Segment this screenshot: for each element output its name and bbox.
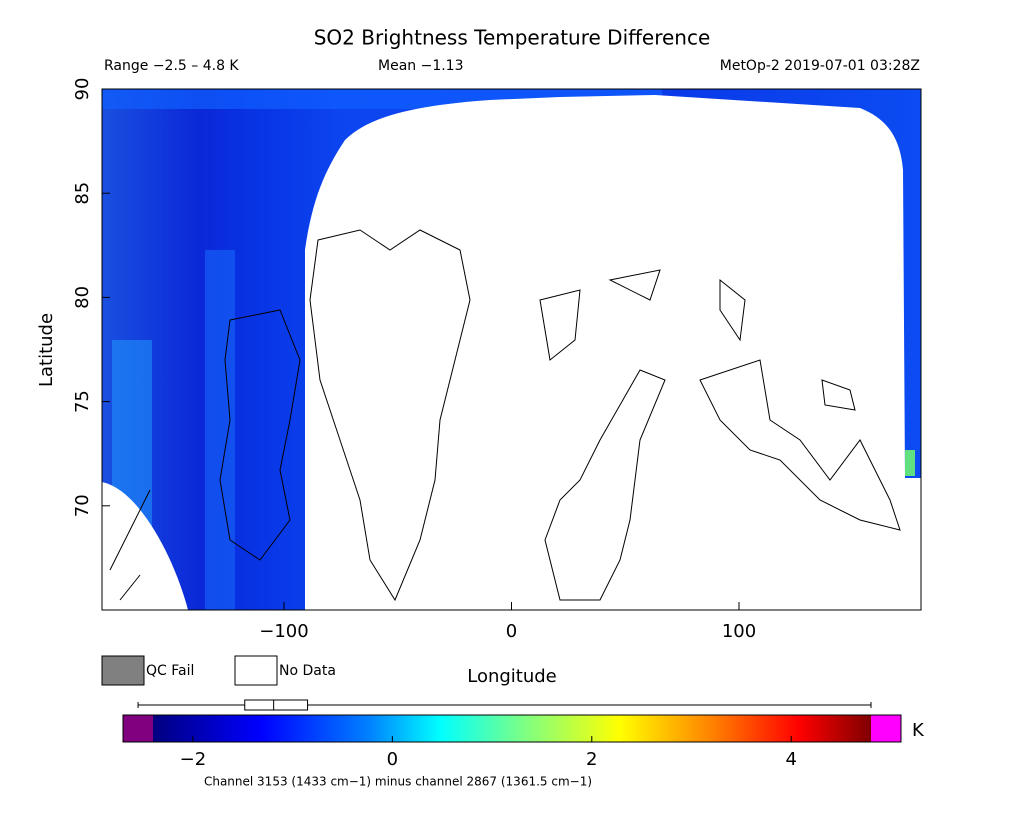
- over-range-swatch: [871, 715, 901, 742]
- x-axis-label: Longitude: [467, 666, 557, 687]
- title: SO2 Brightness Temperature Difference: [314, 26, 711, 50]
- x-tick-label: −100: [259, 621, 308, 642]
- under-range-swatch: [123, 715, 153, 742]
- qc-fail-swatch: [101, 655, 145, 686]
- qc-fail-label: QC Fail: [146, 663, 194, 679]
- no-data-region: [102, 482, 188, 610]
- mean-label: Mean −1.13: [378, 58, 464, 74]
- y-tick-label: 90: [72, 78, 93, 101]
- colorbar-tick-label: 0: [387, 749, 398, 770]
- range-label: Range −2.5 – 4.8 K: [104, 58, 239, 74]
- no-data-label: No Data: [279, 663, 336, 679]
- colorbar-tick-label: 2: [586, 749, 597, 770]
- x-tick-label: 100: [722, 621, 756, 642]
- no-data-swatch: [234, 655, 278, 686]
- y-axis-label: Latitude: [36, 313, 57, 387]
- colorbar-caption: Channel 3153 (1433 cm−1) minus channel 2…: [204, 775, 592, 789]
- map: [102, 89, 921, 610]
- y-tick-label: 70: [72, 494, 93, 517]
- x-tick-label: 0: [506, 621, 517, 642]
- colorbar-tick-label: −2: [180, 749, 207, 770]
- no-data-region: [305, 95, 921, 610]
- coastline: [109, 229, 901, 602]
- colorbar: [153, 715, 871, 742]
- colorbar-frame: [122, 714, 902, 743]
- colorbar-unit: K: [912, 720, 925, 741]
- satellite-label: MetOp-2 2019-07-01 03:28Z: [720, 58, 920, 74]
- y-tick-label: 75: [72, 390, 93, 413]
- data-field: [205, 250, 235, 610]
- y-tick-label: 80: [72, 286, 93, 309]
- box: [244, 699, 309, 711]
- y-tick-label: 85: [72, 182, 93, 205]
- colorbar-tick-label: 4: [785, 749, 796, 770]
- data-field: [905, 450, 915, 476]
